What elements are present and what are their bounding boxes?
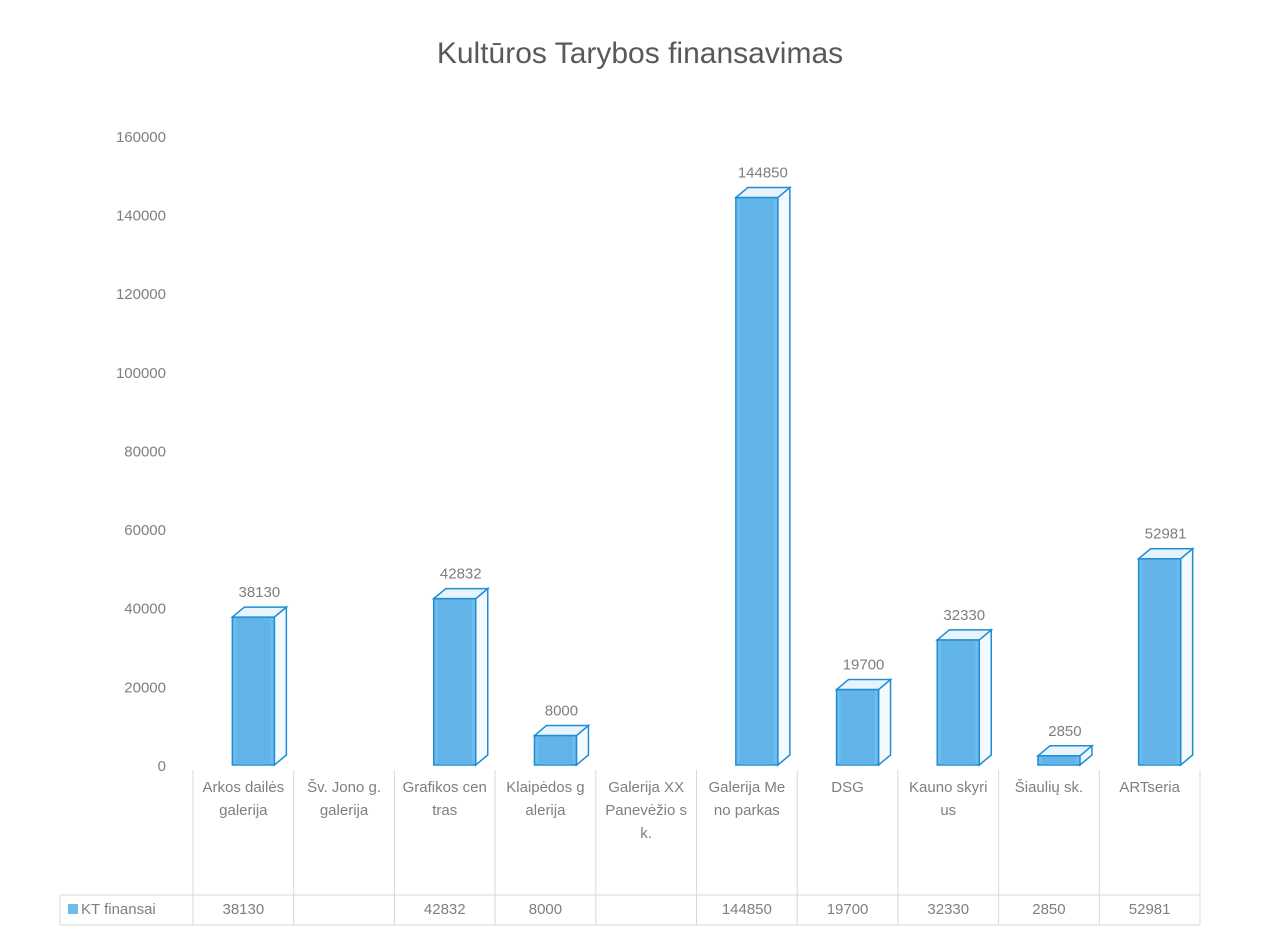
x-tick-label: Grafikos centras bbox=[402, 779, 487, 819]
bar bbox=[431, 587, 490, 767]
bar-back bbox=[777, 185, 791, 767]
value-label: 42832 bbox=[440, 566, 482, 583]
legend-key bbox=[68, 904, 78, 914]
bar-back bbox=[877, 677, 892, 767]
bar-top bbox=[834, 678, 893, 691]
x-tick-cell: Galerija Meno parkas bbox=[708, 779, 786, 819]
value-label: 19700 bbox=[843, 657, 885, 674]
bar bbox=[1035, 744, 1095, 767]
x-tick-cell: Kauno skyrius bbox=[909, 779, 988, 819]
x-tick-label: ARTseria bbox=[1119, 779, 1180, 796]
y-tick-label: 160000 bbox=[116, 129, 166, 146]
bar-inner bbox=[437, 598, 472, 765]
x-tick-label: Klaipėdos galerija bbox=[506, 779, 585, 819]
x-tick-cell: ARTseria bbox=[1119, 779, 1180, 796]
bar-back bbox=[1179, 547, 1194, 767]
table-value: 42832 bbox=[424, 901, 466, 918]
bar-inner bbox=[739, 197, 774, 765]
bar-top bbox=[431, 587, 490, 600]
bar bbox=[230, 605, 289, 767]
x-tick-cell: Galerija XX Panevėžio sk. bbox=[605, 779, 687, 842]
table-value: 8000 bbox=[529, 901, 562, 918]
table-value: 19700 bbox=[827, 901, 869, 918]
bar-inner bbox=[1041, 755, 1076, 765]
x-tick-cell: Šiaulių sk. bbox=[1014, 779, 1084, 796]
x-tick-label: Kauno skyrius bbox=[909, 779, 988, 819]
chart-title: Kultūros Tarybos finansavimas bbox=[437, 37, 843, 70]
bar-top bbox=[1136, 547, 1195, 560]
x-tick-cell: DSG bbox=[831, 779, 864, 796]
value-label: 8000 bbox=[545, 703, 578, 720]
y-tick-label: 60000 bbox=[124, 522, 166, 539]
bar-top bbox=[532, 724, 591, 737]
y-tick-label: 40000 bbox=[124, 601, 166, 618]
bar-back bbox=[475, 587, 489, 767]
bar bbox=[532, 723, 591, 767]
table-value: 38130 bbox=[222, 901, 264, 918]
value-label: 2850 bbox=[1048, 723, 1081, 740]
bar-inner bbox=[538, 735, 573, 765]
bar-inner bbox=[236, 617, 271, 765]
table-value: 144850 bbox=[722, 901, 772, 918]
bar-back bbox=[273, 605, 288, 767]
y-tick-label: 0 bbox=[158, 758, 166, 775]
bar-back bbox=[978, 628, 992, 767]
bar bbox=[1136, 547, 1195, 767]
x-tick-label: Šiaulių sk. bbox=[1014, 779, 1084, 796]
x-tick-label: Galerija XX Panevėžio sk. bbox=[605, 779, 687, 842]
bar bbox=[733, 185, 792, 767]
value-label: 38130 bbox=[238, 584, 280, 601]
bar-inner bbox=[1142, 558, 1177, 765]
table-value: 52981 bbox=[1129, 901, 1171, 918]
bar-top bbox=[935, 629, 994, 641]
y-tick-label: 100000 bbox=[116, 365, 166, 382]
value-label: 52981 bbox=[1145, 526, 1187, 543]
table-value: 32330 bbox=[927, 901, 969, 918]
table-value: 2850 bbox=[1032, 901, 1065, 918]
x-tick-cell: Arkos dailės galerija bbox=[202, 779, 285, 819]
y-tick-label: 80000 bbox=[124, 443, 166, 460]
x-tick-label: DSG bbox=[831, 779, 864, 796]
y-tick-label: 120000 bbox=[116, 286, 166, 303]
x-tick-label: Arkos dailės galerija bbox=[202, 779, 285, 819]
value-label: 144850 bbox=[738, 165, 788, 182]
y-tick-label: 140000 bbox=[116, 208, 166, 225]
x-tick-label: Galerija Meno parkas bbox=[708, 779, 786, 819]
bar-inner bbox=[840, 689, 875, 765]
bar bbox=[834, 677, 893, 767]
y-tick-label: 20000 bbox=[124, 679, 166, 696]
x-tick-label: Šv. Jono g. galerija bbox=[307, 779, 381, 819]
bar-top bbox=[1035, 745, 1095, 757]
legend-label: KT finansai bbox=[81, 901, 156, 918]
x-tick-cell: Šv. Jono g. galerija bbox=[307, 779, 381, 819]
x-tick-cell: Klaipėdos galerija bbox=[506, 779, 585, 819]
bar bbox=[935, 628, 994, 767]
x-tick-cell: Grafikos centras bbox=[402, 779, 487, 819]
bar-inner bbox=[941, 639, 976, 765]
bar-top bbox=[733, 186, 792, 199]
bar-top bbox=[230, 606, 289, 618]
value-label: 32330 bbox=[943, 607, 985, 624]
